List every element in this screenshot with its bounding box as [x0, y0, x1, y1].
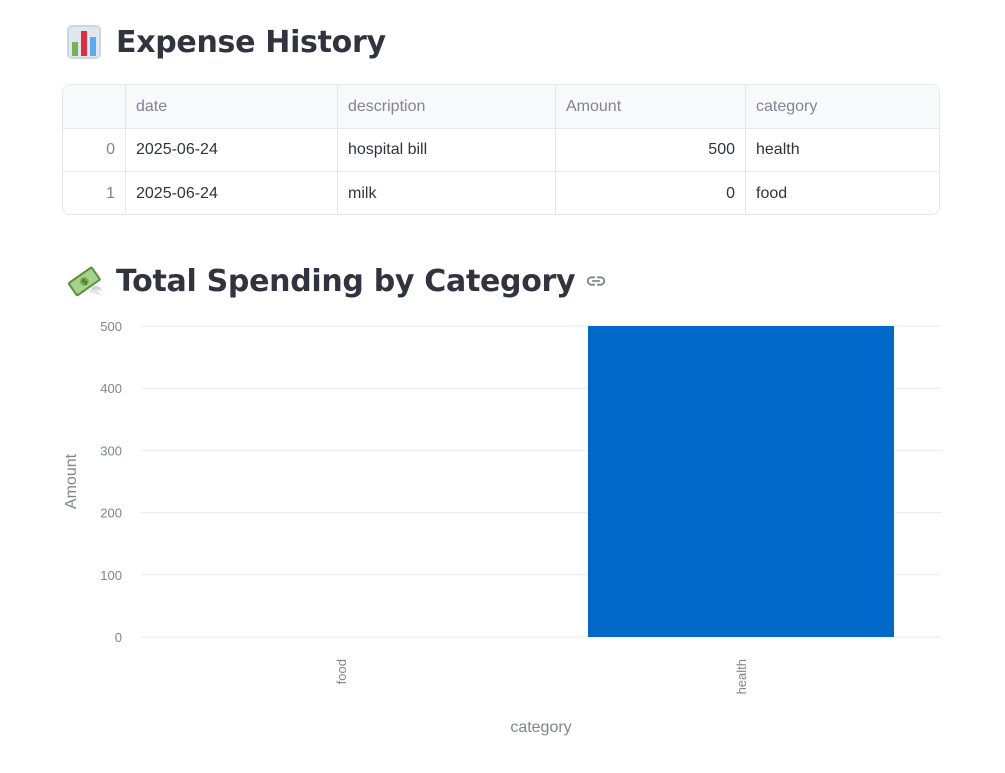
link-icon[interactable] [585, 270, 607, 292]
expense-history-title: Expense History [116, 24, 386, 60]
x-tick-label: food [334, 659, 349, 684]
bar-chart-emoji-icon [67, 25, 101, 59]
column-header-date[interactable]: date [126, 85, 338, 128]
category-cell[interactable]: food [756, 184, 788, 202]
y-axis-title: Amount [63, 453, 80, 509]
spending-by-category-header: $ Total Spending by Category [66, 263, 607, 299]
category-cell[interactable]: health [756, 141, 800, 158]
y-tick-label: 0 [115, 630, 122, 645]
x-axis-title: category [510, 719, 571, 736]
x-tick-label: health [734, 659, 749, 694]
column-header-index[interactable] [63, 85, 126, 128]
amount-cell[interactable]: 0 [556, 172, 746, 214]
amount-cell[interactable]: 500 [556, 129, 746, 171]
column-header-category[interactable]: category [756, 97, 818, 115]
y-tick-label: 200 [100, 506, 122, 521]
expense-table[interactable]: date description Amount category 0 2025-… [62, 84, 940, 215]
expense-history-header: Expense History [66, 24, 386, 60]
column-header-amount[interactable]: Amount [556, 85, 746, 128]
svg-text:$: $ [80, 276, 90, 287]
table-row: 1 2025-06-24 milk 0 food [63, 172, 939, 214]
description-cell[interactable]: milk [338, 172, 556, 214]
spending-by-category-title: Total Spending by Category [116, 263, 576, 299]
row-index-cell: 1 [63, 172, 126, 214]
money-with-wings-emoji-icon: $ [67, 266, 102, 297]
y-tick-label: 500 [100, 319, 122, 334]
y-tick-label: 300 [100, 443, 122, 458]
description-cell[interactable]: hospital bill [338, 129, 556, 171]
date-cell[interactable]: 2025-06-24 [126, 129, 338, 171]
column-header-description[interactable]: description [338, 85, 556, 128]
table-header-row: date description Amount category [63, 85, 939, 129]
date-cell[interactable]: 2025-06-24 [126, 172, 338, 214]
y-tick-label: 100 [100, 568, 122, 583]
y-tick-label: 400 [100, 381, 122, 396]
table-row: 0 2025-06-24 hospital bill 500 health [63, 129, 939, 172]
bar-health[interactable] [588, 326, 894, 637]
row-index-cell: 0 [63, 129, 126, 171]
